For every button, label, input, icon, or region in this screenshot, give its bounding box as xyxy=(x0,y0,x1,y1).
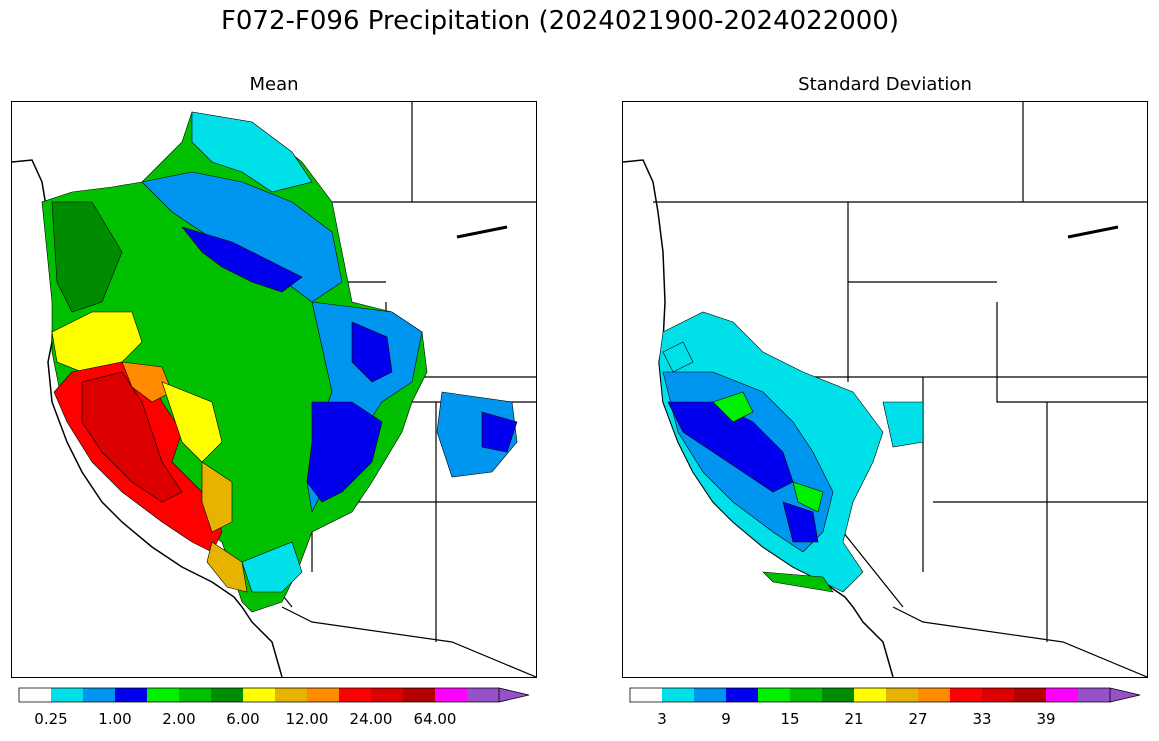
colorbar-swatch xyxy=(982,688,1015,702)
colorbar-swatch xyxy=(211,688,244,702)
colorbar-tick-label: 33 xyxy=(972,710,992,728)
colorbar-mean xyxy=(18,687,530,703)
colorbar-swatch xyxy=(147,688,180,702)
mean-map-svg xyxy=(12,102,536,677)
colorbar-tick-label: 24.00 xyxy=(349,710,393,728)
colorbar-tick-label: 64.00 xyxy=(413,710,457,728)
colorbar-swatch xyxy=(83,688,116,702)
colorbar-tick-label: 21 xyxy=(844,710,864,728)
colorbar-swatch xyxy=(371,688,404,702)
colorbar-extend-arrow xyxy=(1109,687,1141,703)
colorbar-swatch xyxy=(950,688,983,702)
colorbar-swatch xyxy=(822,688,855,702)
stddev-regions xyxy=(658,311,924,593)
colorbar-swatch xyxy=(467,688,499,702)
colorbar-swatch xyxy=(307,688,340,702)
colorbar-swatch xyxy=(854,688,887,702)
colorbar-swatch xyxy=(662,688,695,702)
colorbar-swatch xyxy=(694,688,727,702)
colorbar-tick-label: 15 xyxy=(780,710,800,728)
colorbar-swatch xyxy=(758,688,791,702)
colorbar-swatch xyxy=(630,688,663,702)
colorbar-swatch xyxy=(1046,688,1079,702)
colorbar-tick-label: 2.00 xyxy=(162,710,196,728)
colorbar-tick-label: 9 xyxy=(721,710,731,728)
colorbar-swatch xyxy=(1078,688,1110,702)
precip-regions xyxy=(41,111,518,613)
colorbar-tick-label: 3 xyxy=(657,710,667,728)
colorbar-extend-arrow xyxy=(498,687,530,703)
colorbar-swatch xyxy=(790,688,823,702)
colorbar-swatch xyxy=(275,688,308,702)
colorbar-swatch xyxy=(115,688,148,702)
colorbar-tick-label: 39 xyxy=(1036,710,1056,728)
colorbar-swatch xyxy=(918,688,951,702)
colorbar-tick-label: 0.25 xyxy=(34,710,68,728)
colorbar-tick-label: 12.00 xyxy=(285,710,329,728)
colorbar-std-labels: 3 9 15 21 27 33 39 xyxy=(630,710,1140,730)
colorbar-swatch xyxy=(51,688,84,702)
colorbar-tick-label: 1.00 xyxy=(98,710,132,728)
colorbar-swatch xyxy=(403,688,436,702)
panel-title-mean: Mean xyxy=(249,74,299,95)
colorbar-swatch xyxy=(339,688,372,702)
colorbar-swatch xyxy=(19,688,52,702)
colorbar-mean-labels: 0.25 1.00 2.00 6.00 12.00 24.00 64.00 xyxy=(19,710,529,730)
colorbar-mean-svg xyxy=(18,687,530,703)
std-map-svg xyxy=(623,102,1147,677)
colorbar-swatch xyxy=(179,688,212,702)
colorbar-swatch xyxy=(886,688,919,702)
colorbar-swatch xyxy=(435,688,468,702)
colorbar-swatch xyxy=(1014,688,1047,702)
colorbar-tick-label: 27 xyxy=(908,710,928,728)
map-panel-mean[interactable] xyxy=(11,101,537,678)
colorbar-std xyxy=(629,687,1141,703)
colorbar-tick-label: 6.00 xyxy=(226,710,260,728)
map-panel-std[interactable] xyxy=(622,101,1148,678)
colorbar-swatch xyxy=(243,688,276,702)
figure-title: F072-F096 Precipitation (2024021900-2024… xyxy=(220,6,900,36)
colorbar-std-svg xyxy=(629,687,1141,703)
colorbar-swatch xyxy=(726,688,759,702)
panel-title-std: Standard Deviation xyxy=(798,74,972,95)
